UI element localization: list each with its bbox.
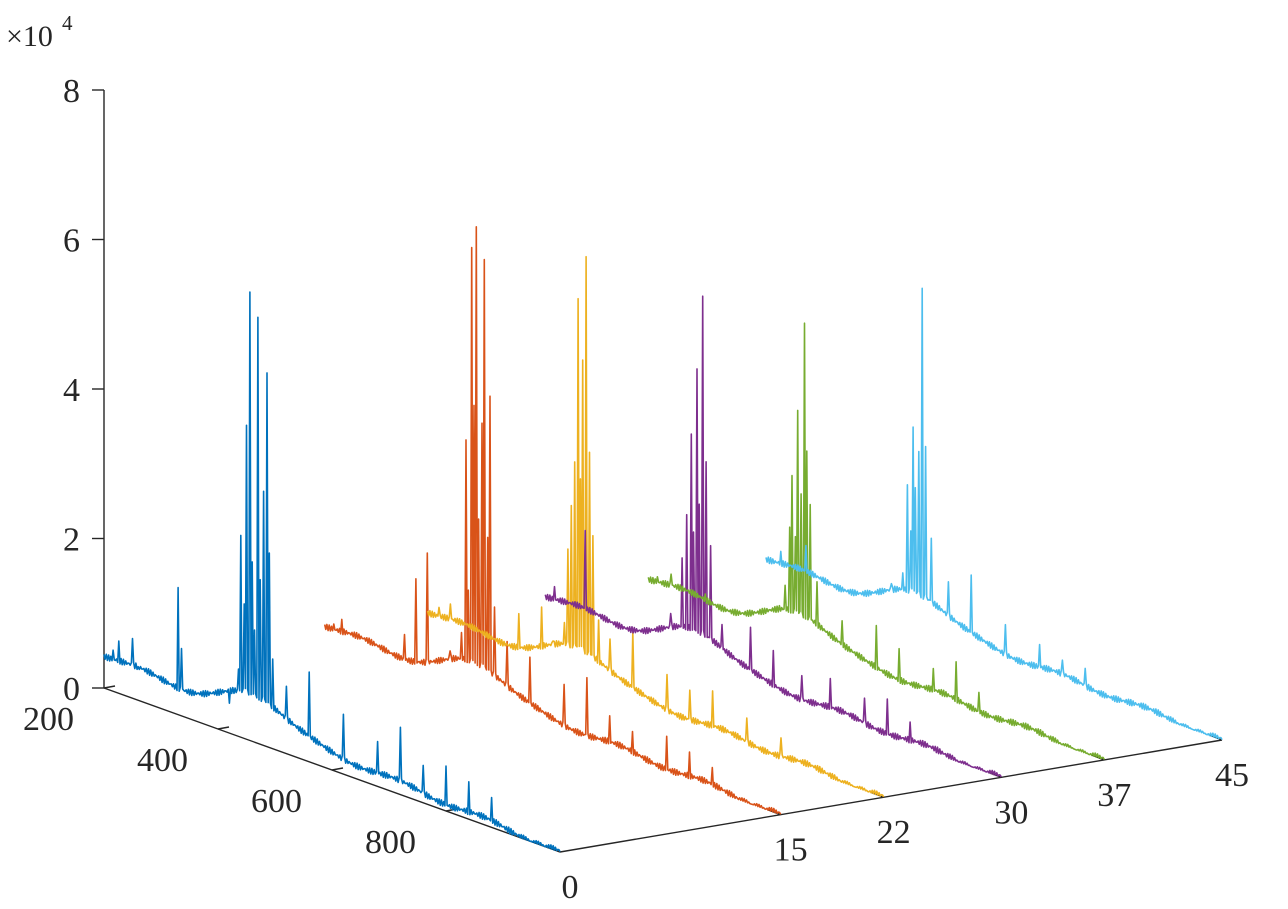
y-tick-label: 45 bbox=[1215, 757, 1249, 794]
series-line bbox=[426, 255, 885, 798]
x-tick-mark bbox=[217, 726, 230, 730]
x-tick-label: 200 bbox=[23, 701, 74, 738]
axes bbox=[103, 90, 1223, 853]
exponent-power: 4 bbox=[62, 11, 73, 35]
z-tick-label: 4 bbox=[63, 372, 80, 409]
y-tick-label: 30 bbox=[994, 794, 1028, 831]
z-tick-label: 2 bbox=[63, 522, 80, 559]
y-tick-label: 15 bbox=[774, 832, 808, 869]
z-tick-label: 8 bbox=[63, 73, 80, 110]
svg-text:×10: ×10 bbox=[6, 20, 53, 53]
y-tick-label: 0 bbox=[562, 869, 579, 906]
z-tick-label: 0 bbox=[63, 671, 80, 708]
x-tick-mark bbox=[103, 685, 116, 689]
series-line bbox=[323, 226, 782, 815]
x-tick-mark bbox=[331, 767, 344, 771]
y-tick-label: 37 bbox=[1097, 777, 1131, 814]
series-line bbox=[103, 291, 561, 853]
z-tick-label: 6 bbox=[63, 223, 80, 260]
series-line bbox=[647, 322, 1105, 760]
series-line bbox=[765, 287, 1223, 741]
x-tick-label: 600 bbox=[251, 783, 302, 820]
exponent-label: ×10 4 bbox=[6, 11, 73, 53]
exponent-base: ×10 bbox=[6, 20, 53, 53]
tick-labels: 0 2 4 6 8 200 400 600 800 0 15 22 30 37 45 bbox=[23, 73, 1249, 906]
series-layer bbox=[103, 226, 1223, 853]
x-tick-label: 800 bbox=[365, 824, 416, 861]
y-tick-label: 22 bbox=[877, 814, 911, 851]
series-line bbox=[544, 295, 1002, 778]
y-axis-line bbox=[559, 739, 1223, 853]
x-tick-label: 400 bbox=[137, 742, 188, 779]
